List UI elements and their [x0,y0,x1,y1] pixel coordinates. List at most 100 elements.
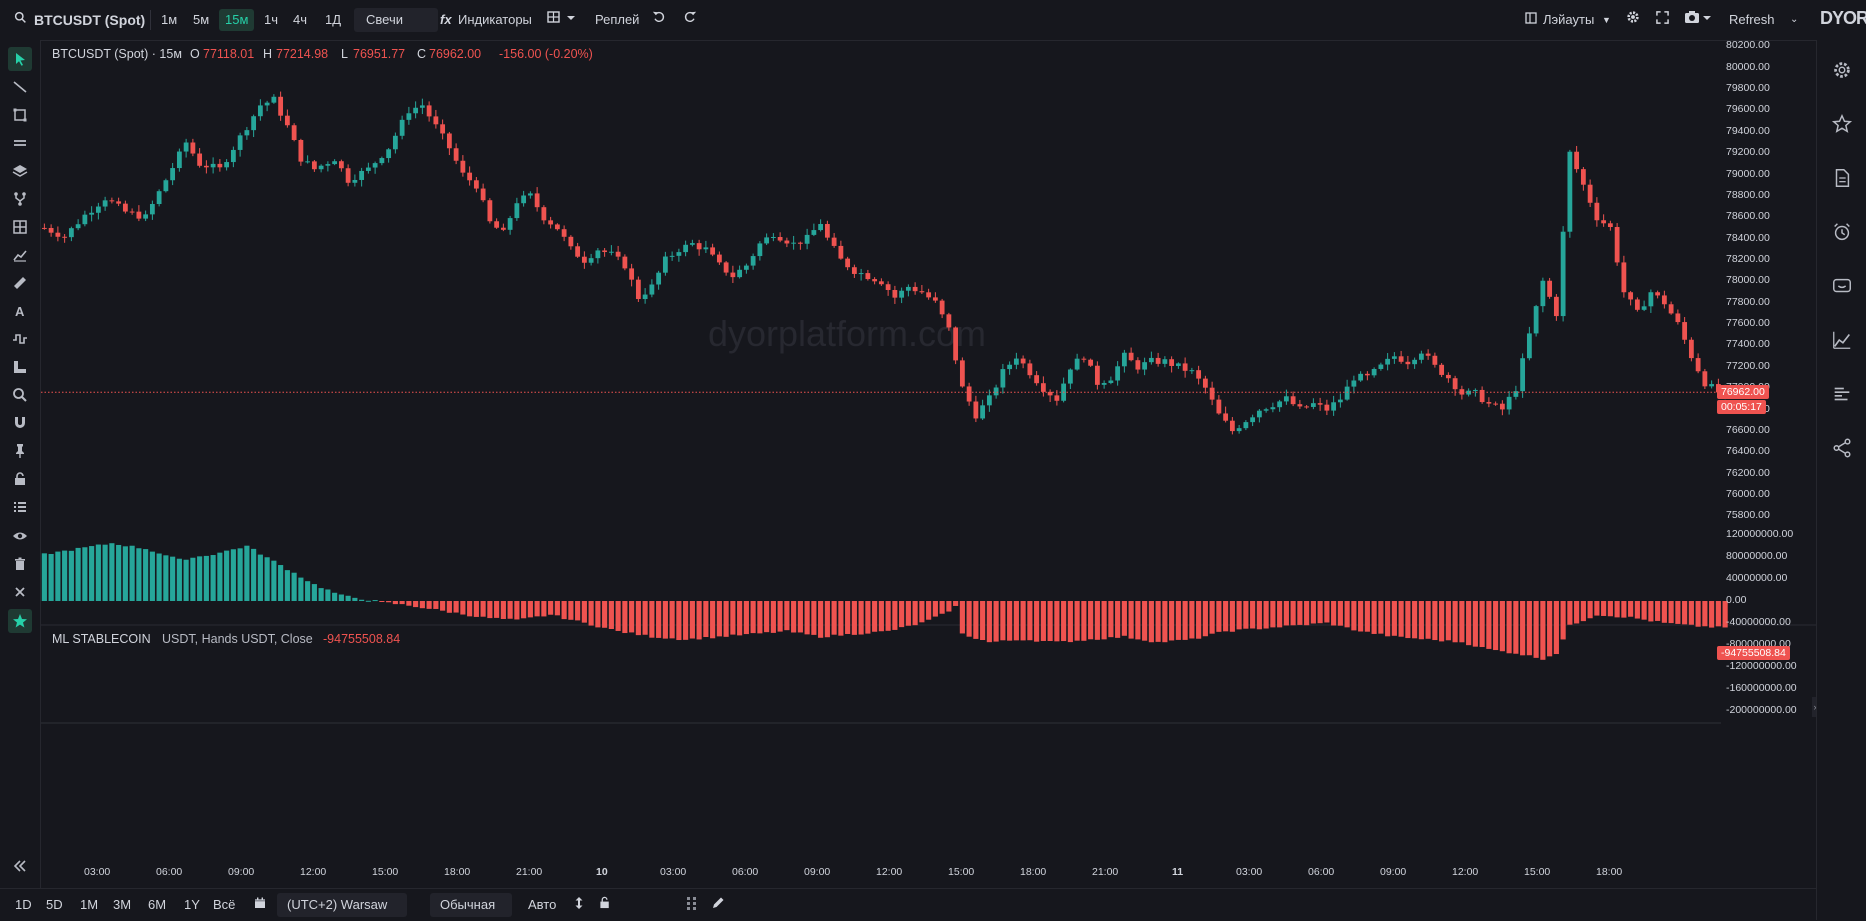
candle [75,219,81,231]
share-icon[interactable] [1830,436,1854,460]
candle-body [1175,363,1181,366]
candle-body [791,242,797,244]
timeframe-4h[interactable]: 4ч [293,12,308,27]
trend-line-icon[interactable] [8,75,32,99]
scale-arrows-icon[interactable] [574,896,584,914]
indicator-bar [1560,601,1566,640]
chart-canvas[interactable]: dyorplatform.com [41,41,1816,888]
symbol-search[interactable]: BTCUSDT (Spot) [34,12,146,28]
candle-body [419,105,425,108]
candle [1459,385,1465,400]
timeframe-1m[interactable]: 1м [161,12,178,27]
fork-icon[interactable] [8,187,32,211]
horizontal-lines-icon[interactable] [8,131,32,155]
candle [1229,417,1235,435]
indicator-bar [1027,601,1033,641]
timeframe-1h[interactable]: 1ч [264,12,279,27]
refresh-button[interactable]: Refresh [1729,12,1775,27]
magnet-icon[interactable] [8,411,32,435]
candle-body [1452,378,1458,390]
pencil-icon[interactable] [711,896,725,914]
candle [1445,372,1451,383]
candle-body [1432,355,1438,365]
camera-icon[interactable] [1684,10,1712,30]
scale-mode-select[interactable]: Обычная [430,893,512,917]
chat-icon[interactable] [1830,274,1854,298]
zoom-icon[interactable] [8,383,32,407]
replay-button[interactable]: Реплей [595,12,640,27]
text-tool-icon[interactable]: A [8,299,32,323]
auto-scale-button[interactable]: Авто [528,897,557,912]
indicator-bar [804,601,810,635]
cursor-icon[interactable] [8,47,32,71]
collapse-panel-icon[interactable] [8,854,32,878]
chart-type-select[interactable]: Свечи [354,8,438,32]
candle [1520,353,1526,398]
settings-icon[interactable] [1830,58,1854,82]
settings-gear-icon[interactable] [1626,10,1640,30]
grid-pattern-icon[interactable] [8,215,32,239]
grid-dots-icon[interactable] [686,896,698,914]
indicator-bar [1472,601,1478,647]
lock-icon[interactable] [8,467,32,491]
candle [446,131,452,156]
candle [1101,380,1107,389]
document-icon[interactable] [1830,166,1854,190]
analytics-chart-icon[interactable] [1830,328,1854,352]
pin-icon[interactable] [8,439,32,463]
layouts-button[interactable]: Лэйауты [1543,12,1595,27]
indicator-bar [1047,601,1053,642]
pattern-wave-icon[interactable] [8,327,32,351]
close-icon[interactable] [8,580,32,604]
layout-grid-icon[interactable] [547,10,577,30]
indicator-bar [190,557,196,601]
candle-body [440,124,446,134]
timeframe-5m[interactable]: 5м [193,12,210,27]
calendar-icon[interactable] [254,896,266,914]
candle [230,146,236,168]
indicator-bar [446,601,452,613]
favorites-star-icon[interactable] [8,609,32,633]
range-1d[interactable]: 1D [15,897,32,912]
range-1m[interactable]: 1M [80,897,99,912]
object-list-icon[interactable] [8,495,32,519]
indicator-bar [116,544,122,601]
candle-body [1115,366,1121,381]
chart-area[interactable]: dyorplatform.com BTCUSDT (Spot) · 15м O … [41,39,1818,888]
fx-icon[interactable]: fx [440,12,452,27]
range-6m[interactable]: 6M [148,897,167,912]
range-5d[interactable]: 5D [46,897,63,912]
timezone-select[interactable]: (UTC+2) Warsaw [277,893,407,917]
indicator-bar [1148,601,1154,643]
timeframe-1d[interactable]: 1Д [325,12,342,27]
candle-body [1655,292,1661,296]
eye-icon[interactable] [8,524,32,548]
alerts-clock-icon[interactable] [1830,220,1854,244]
layouts-icon[interactable] [1525,10,1537,30]
candle [183,138,189,158]
range-1y[interactable]: 1Y [184,897,200,912]
undo-icon[interactable] [652,10,666,30]
axis-expand-icon[interactable]: › [1812,697,1818,717]
order-book-icon[interactable] [1830,382,1854,406]
rectangle-tool-icon[interactable] [8,103,32,127]
candle-body [1567,151,1573,232]
candle-body [1196,370,1202,379]
layers-icon[interactable] [8,159,32,183]
range-all[interactable]: Всё [213,897,236,912]
redo-icon[interactable] [683,10,697,30]
watchlist-star-icon[interactable] [1830,112,1854,136]
ruler-icon[interactable] [8,271,32,295]
search-icon[interactable] [14,10,27,30]
line-chart-icon[interactable] [8,243,32,267]
range-3m[interactable]: 3M [113,897,132,912]
chevron-down-icon[interactable]: ▼ [1602,15,1611,25]
candle-body [1142,362,1148,370]
indicators-button[interactable]: Индикаторы [458,12,532,27]
measure-icon[interactable] [8,355,32,379]
timeframe-15m[interactable]: 15м [219,9,255,31]
trash-icon[interactable] [8,552,32,576]
lock-scale-icon[interactable] [599,896,612,914]
fullscreen-icon[interactable] [1656,10,1669,30]
refresh-chevron-icon[interactable]: ⌄ [1790,14,1799,25]
